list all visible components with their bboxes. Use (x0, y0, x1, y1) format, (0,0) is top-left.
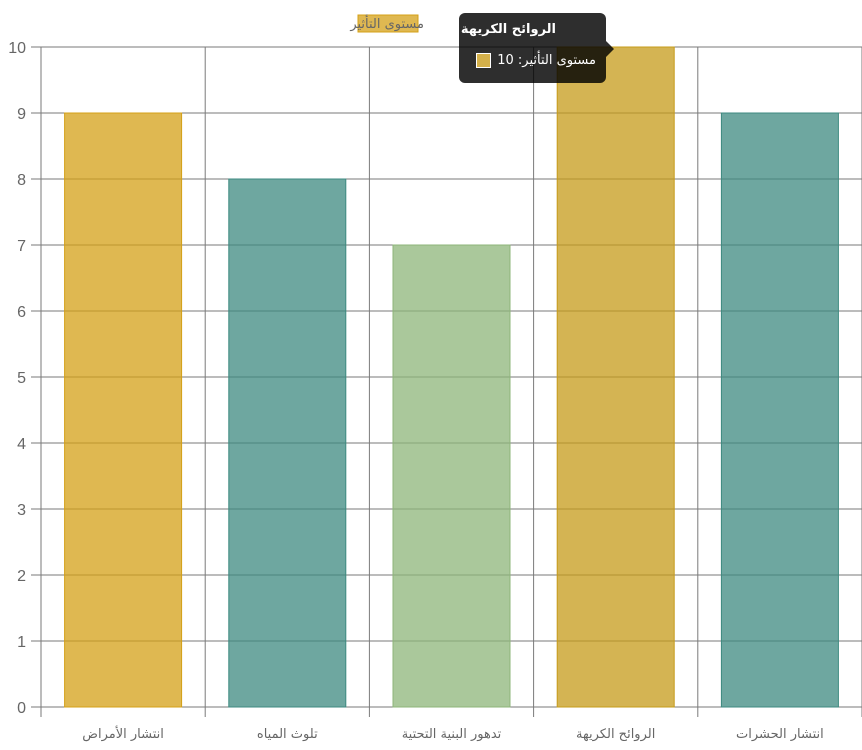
bar[interactable] (64, 112, 183, 708)
bars (64, 46, 839, 708)
tooltip-label: مستوى التأثير: 10 (497, 53, 596, 68)
y-tick-label: 6 (17, 304, 26, 321)
y-tick-label: 10 (8, 40, 26, 57)
bar[interactable] (228, 178, 347, 708)
y-tick-label: 5 (17, 370, 26, 387)
x-tick-label: الروائح الكريهة (576, 727, 655, 742)
tooltip-swatch (476, 53, 492, 68)
y-axis-ticks: 0 1 2 3 4 5 6 7 8 9 10 (8, 40, 26, 717)
x-tick-label: تلوث المياه (257, 727, 318, 742)
y-tick-label: 7 (17, 238, 26, 255)
tooltip-body: مستوى التأثير: 10 (476, 53, 596, 68)
y-tick-label: 8 (17, 172, 26, 189)
tooltip: الروائح الكريهة مستوى التأثير: 10 (459, 13, 614, 83)
y-tick-label: 1 (17, 634, 26, 651)
y-tick-label: 0 (17, 700, 26, 717)
x-axis-labels: انتشار الأمراض تلوث المياه تدهور البنية ال… (82, 725, 823, 742)
y-tick-label: 9 (17, 106, 26, 123)
bar[interactable] (720, 112, 839, 708)
tooltip-title: الروائح الكريهة (460, 22, 556, 37)
y-tick-label: 3 (17, 502, 26, 519)
y-tick-label: 2 (17, 568, 26, 585)
x-tick-label: انتشار الأمراض (82, 725, 164, 742)
bar[interactable] (556, 46, 675, 708)
x-tick-label: انتشار الحشرات (736, 727, 824, 742)
y-tick-label: 4 (17, 436, 26, 453)
legend[interactable]: مستوى التأثير (349, 14, 424, 33)
legend-label[interactable]: مستوى التأثير (349, 14, 424, 32)
legend-swatch[interactable] (357, 14, 419, 33)
bar[interactable] (392, 244, 511, 708)
x-tick-label: تدهور البنية التحتية (402, 727, 502, 742)
